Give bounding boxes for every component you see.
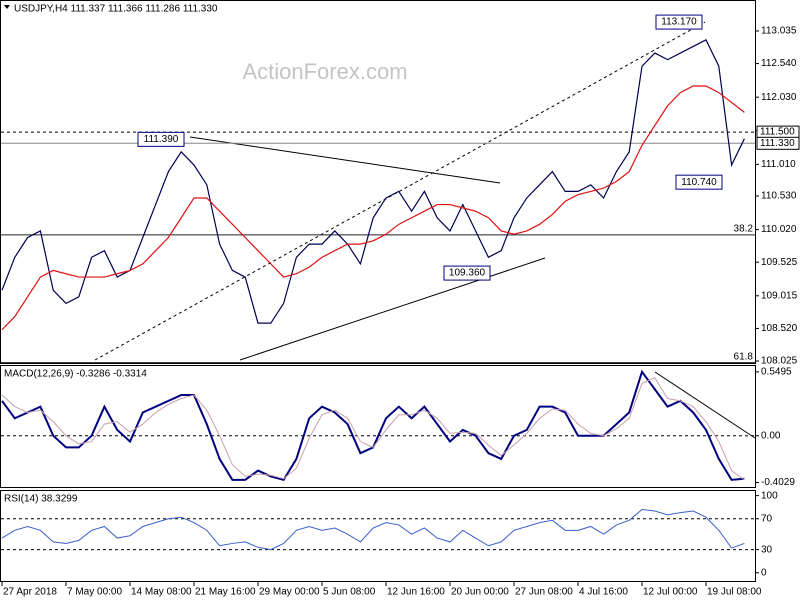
annotation-box <box>443 265 491 281</box>
y-tick-label: 0.00 <box>761 430 781 441</box>
x-tick-label: 5 Jun 08:00 <box>323 587 376 598</box>
x-tick-label: 12 Jul 00:00 <box>643 587 698 598</box>
y-tick-label: 110.530 <box>761 191 797 202</box>
y-tick-label: 109.525 <box>761 257 798 268</box>
trend-line <box>189 136 501 184</box>
y-tick-label: 108.520 <box>761 323 798 334</box>
x-tick-label: 12 Jun 16:00 <box>387 587 445 598</box>
annotation-label: 109.360 <box>449 268 486 279</box>
series-line <box>1 508 745 551</box>
x-tick-label: 21 May 16:00 <box>195 587 256 598</box>
pane-title: USDJPY,H4 111.337 111.366 111.286 111.33… <box>14 4 218 15</box>
y-tick-label: 113.035 <box>761 26 797 37</box>
y-tick-label: 0.5495 <box>761 367 792 378</box>
x-tick-label: 14 May 08:00 <box>131 587 192 598</box>
series-line <box>1 376 745 481</box>
y-tick-label: 110.020 <box>761 224 797 235</box>
series-line <box>1 39 745 324</box>
fib-label: 38.2 <box>734 224 754 235</box>
annotation-box <box>675 174 723 190</box>
x-tick-label: 7 May 00:00 <box>67 587 122 598</box>
annotation-label: 110.740 <box>681 177 717 188</box>
trend-channel <box>94 21 706 361</box>
y-tick-label: 111.010 <box>761 159 796 170</box>
y-tick-label: 70 <box>761 513 773 524</box>
series-line <box>1 369 745 482</box>
annotation-label: 113.170 <box>661 17 697 28</box>
x-tick-label: 19 Jul 08:00 <box>707 587 762 598</box>
watermark: ActionForex.com <box>242 59 407 84</box>
x-tick-label: 29 May 00:00 <box>259 587 320 598</box>
y-tick-label: 109.015 <box>761 290 798 301</box>
x-tick-label: 27 Apr 2018 <box>3 587 57 598</box>
annotation-label: 111.390 <box>144 134 179 145</box>
series-line <box>1 85 745 331</box>
rsi-pane-frame <box>0 490 756 582</box>
y-tick-label: 108.025 <box>761 356 798 367</box>
x-tick-label: 27 Jun 08:00 <box>515 587 573 598</box>
y-tick-label: 112.540 <box>761 58 797 69</box>
x-tick-label: 4 Jul 16:00 <box>579 587 628 598</box>
level-label: 111.500 <box>760 127 795 138</box>
y-tick-label: -0.4029 <box>761 477 795 488</box>
pane-title: MACD(12,26,9) -0.3286 -0.3314 <box>4 369 147 380</box>
y-tick-label: 100 <box>761 490 778 501</box>
annotation-box <box>655 14 703 30</box>
y-tick-label: 0 <box>761 567 767 578</box>
annotation-box <box>137 131 185 147</box>
price-pane-frame <box>0 0 756 364</box>
level-label: 111.330 <box>760 138 795 149</box>
fib-label: 61.8 <box>734 351 754 362</box>
macd-pane-frame <box>0 365 756 488</box>
pane-title: RSI(14) 38.3299 <box>4 494 78 505</box>
y-tick-label: 112.030 <box>761 92 797 103</box>
y-tick-label: 30 <box>761 544 773 555</box>
pane-menu-icon <box>4 5 10 9</box>
trend-line <box>239 257 546 361</box>
trend-line <box>654 371 756 439</box>
level-label-box <box>756 136 800 150</box>
x-tick-label: 20 Jun 00:00 <box>451 587 509 598</box>
